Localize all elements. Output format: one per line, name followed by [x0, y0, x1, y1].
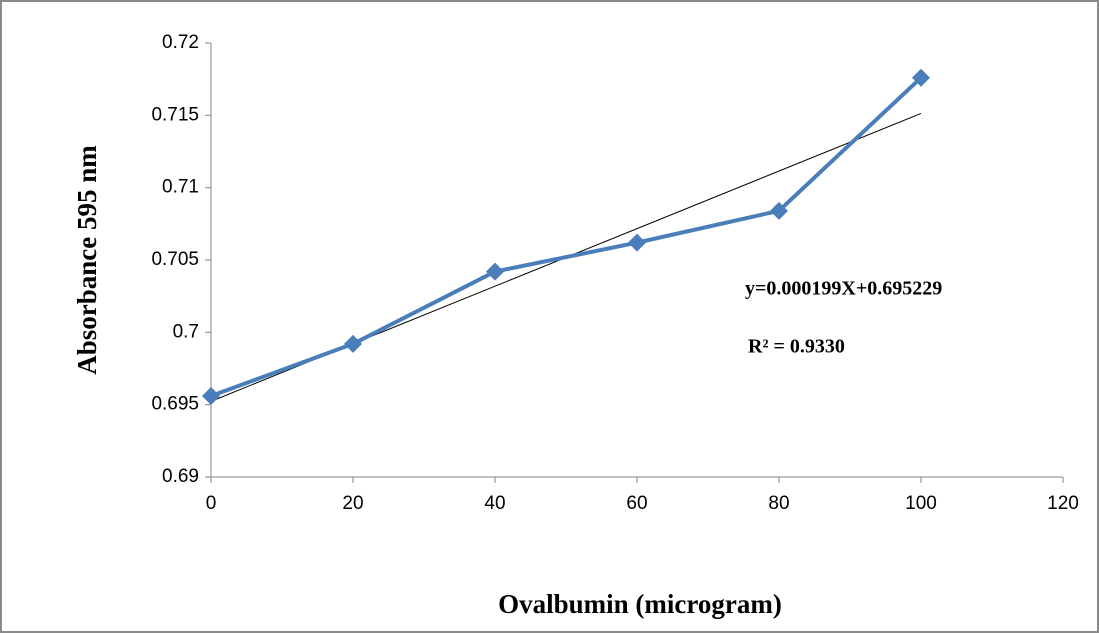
- y-tick-label: 0.705: [151, 249, 199, 270]
- y-tick-label: 0.715: [151, 104, 199, 125]
- x-tick-label: 40: [484, 493, 505, 514]
- y-axis-title: Absorbance 595 nm: [72, 145, 102, 375]
- y-tick-label: 0.695: [151, 394, 199, 415]
- marker: [344, 335, 362, 353]
- marker: [486, 263, 504, 281]
- x-axis-title: Ovalbumin (microgram): [498, 589, 782, 619]
- chart: Ovalbumin (microgram) Absorbance 595 nm …: [0, 0, 1099, 633]
- x-tick-label: 20: [342, 493, 363, 514]
- x-tick-label: 80: [768, 493, 789, 514]
- y-tick-label: 0.71: [162, 177, 199, 198]
- marker: [202, 387, 220, 405]
- chart-border: [1, 1, 1098, 632]
- y-tick-label: 0.69: [162, 466, 199, 487]
- y-tick-label: 0.7: [173, 321, 199, 342]
- r-squared: R² = 0.9330: [748, 336, 845, 358]
- x-tick-label: 60: [626, 493, 647, 514]
- marker: [628, 234, 646, 252]
- x-tick-label: 0: [206, 493, 217, 514]
- x-tick-label: 120: [1047, 493, 1079, 514]
- y-tick-label: 0.72: [162, 32, 199, 53]
- equation: y=0.000199X+0.695229: [745, 278, 942, 300]
- x-tick-label: 100: [905, 493, 937, 514]
